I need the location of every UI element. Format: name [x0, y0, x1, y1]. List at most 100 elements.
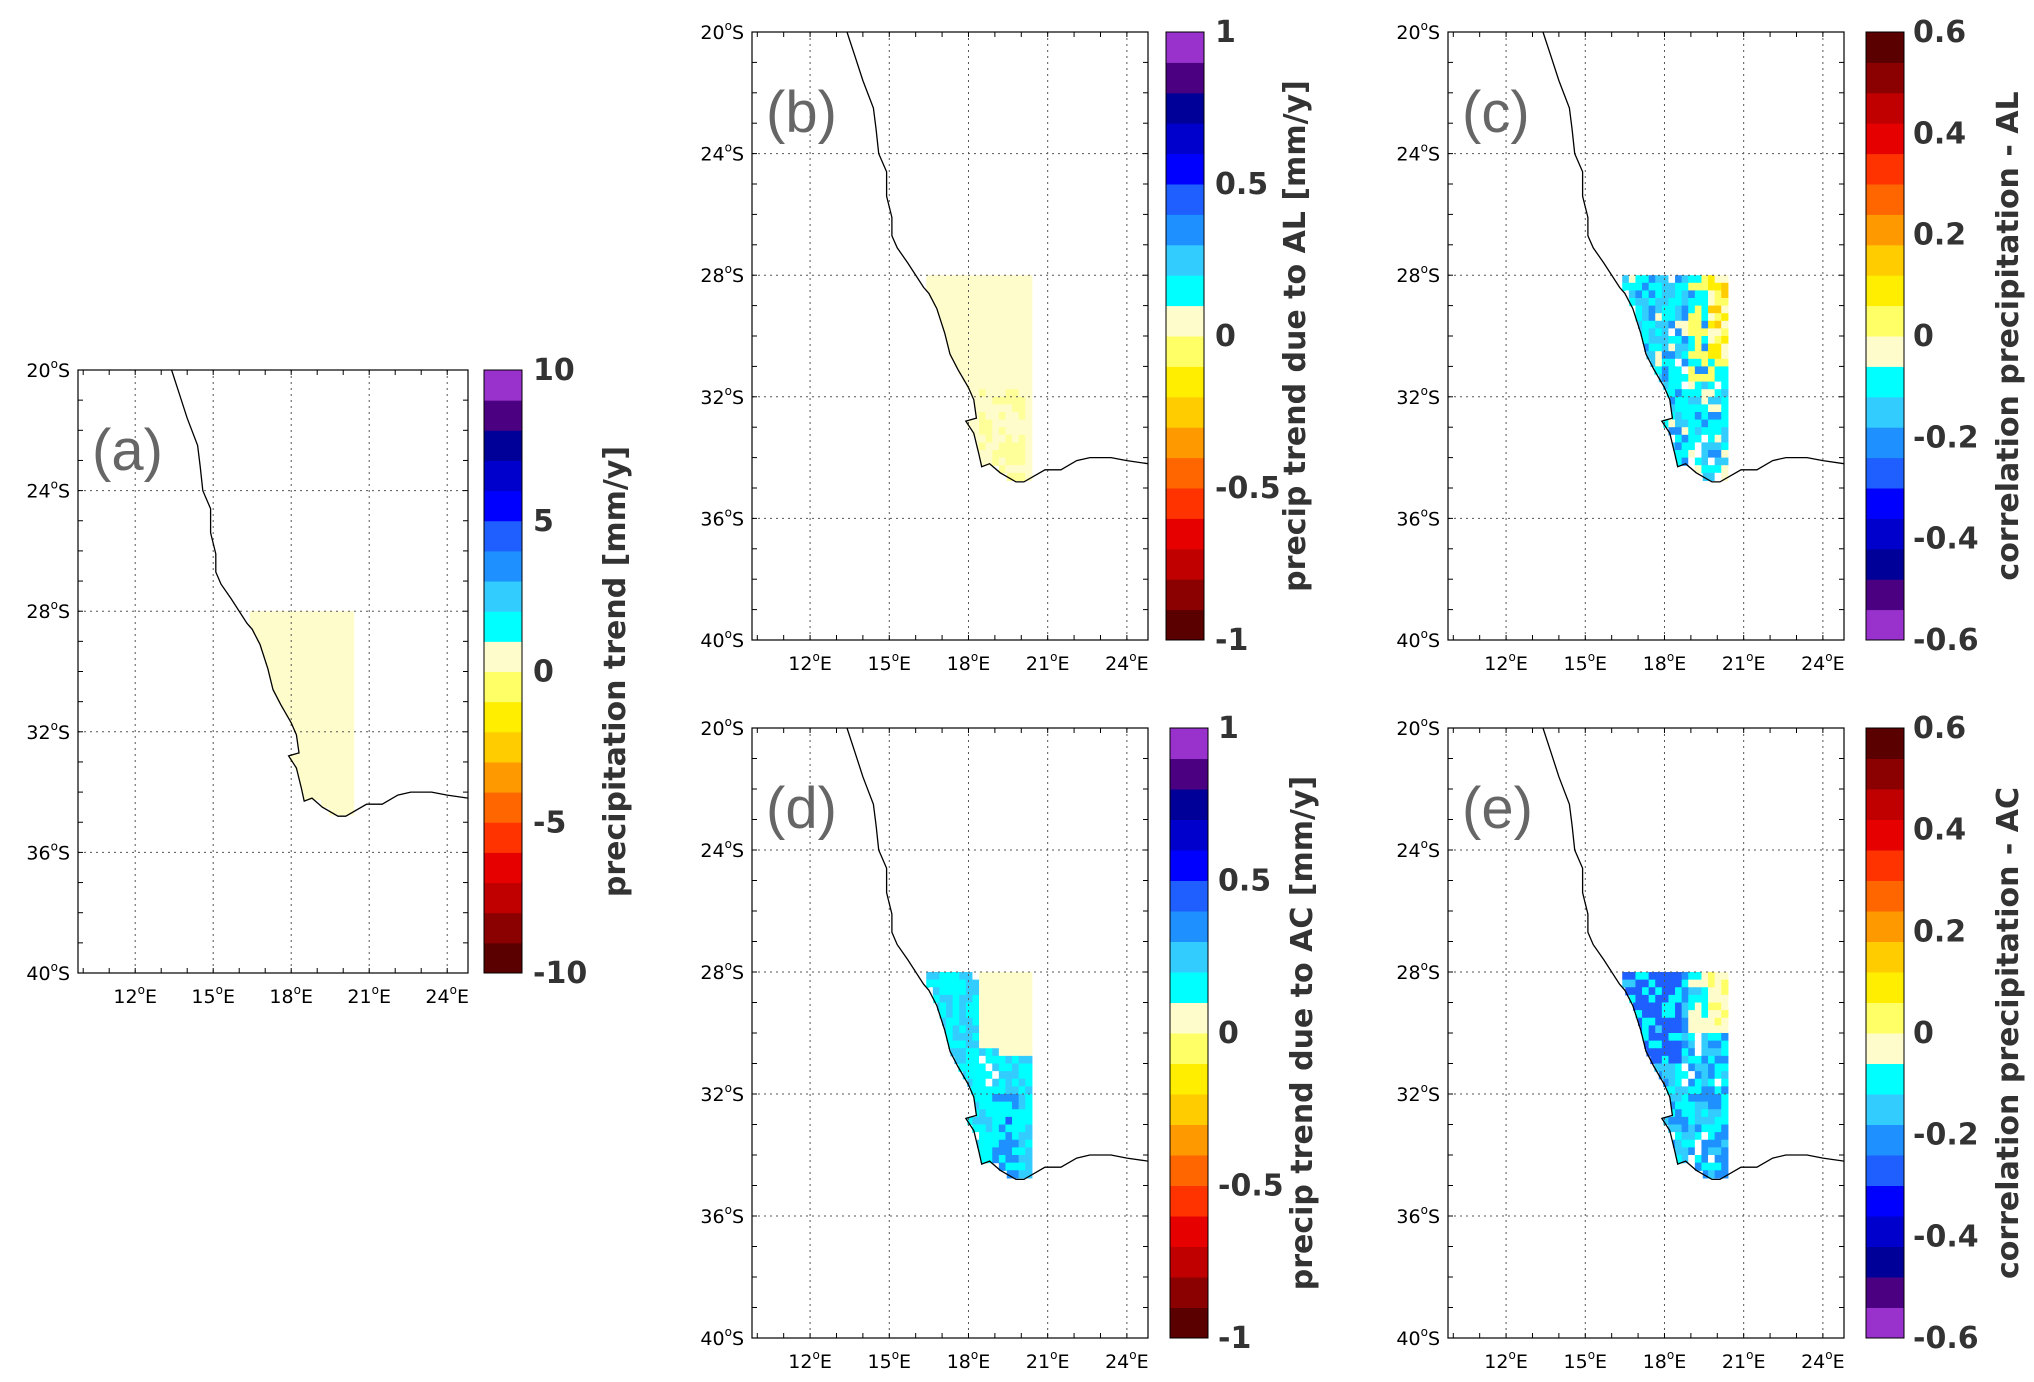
grid-cell — [1708, 396, 1716, 405]
grid-cell — [1628, 290, 1637, 299]
grid-cell — [998, 979, 1007, 988]
grid-cell — [1642, 275, 1650, 284]
grid-cell — [1025, 1094, 1033, 1103]
grid-cell — [992, 412, 1000, 421]
grid-cell — [1005, 290, 1013, 299]
grid-cell — [1701, 1094, 1709, 1103]
grid-cell — [998, 1033, 1007, 1042]
grid-cell — [972, 419, 980, 428]
grid-cell — [998, 994, 1007, 1004]
colorbar-swatch — [1866, 336, 1904, 367]
grid-cell — [1628, 979, 1637, 988]
grid-cell — [1681, 1078, 1689, 1087]
grid-cell — [998, 396, 1007, 405]
grid-cell — [1012, 1040, 1020, 1049]
grid-cell — [1642, 328, 1650, 337]
grid-cell — [1025, 320, 1033, 329]
grid-cell — [260, 641, 264, 650]
grid-cell — [985, 282, 993, 291]
grid-cell — [1668, 343, 1676, 352]
grid-cell — [959, 1048, 967, 1057]
grid-cell — [954, 1055, 960, 1065]
grid-cell — [1721, 313, 1729, 322]
grid-cell — [1655, 275, 1663, 284]
colorbar-tick-label: 0 — [1913, 319, 1934, 354]
grid-cell — [340, 724, 348, 733]
grid-cell — [965, 1055, 974, 1065]
colorbar-swatch — [1866, 123, 1904, 155]
grid-cell — [948, 1040, 954, 1049]
colorbar-title: precipitation trend [mm/y] — [598, 446, 633, 897]
grid-cell — [1714, 374, 1722, 383]
grid-cell — [959, 1063, 967, 1072]
lat-tick-label: 36oS — [1396, 505, 1440, 530]
colorbar-swatch — [1166, 184, 1204, 215]
colorbar-swatch — [1166, 214, 1204, 246]
grid-cell — [1714, 450, 1722, 459]
grid-cell — [1688, 320, 1696, 329]
grid-cell — [1018, 282, 1026, 291]
grid-cell — [1012, 1101, 1020, 1110]
grid-cell — [1625, 290, 1630, 299]
grid-cell — [321, 686, 329, 695]
grid-cell — [1668, 305, 1676, 314]
grid-cell — [1012, 404, 1020, 413]
grid-cell — [1701, 1071, 1709, 1080]
grid-cell — [1018, 1116, 1026, 1126]
grid-cell — [1661, 1071, 1670, 1080]
grid-cell — [1012, 1170, 1020, 1179]
grid-cell — [1688, 1109, 1696, 1118]
grid-cell — [1012, 320, 1020, 329]
grid-cell — [1714, 1055, 1722, 1065]
grid-cell — [1648, 328, 1656, 337]
grid-cell — [952, 1033, 960, 1042]
grid-cell — [1714, 351, 1722, 360]
grid-cell — [314, 784, 322, 793]
grid-cell — [1721, 412, 1729, 421]
grid-cell — [1681, 404, 1689, 413]
grid-cell — [976, 1139, 980, 1148]
grid-cell — [1018, 1162, 1026, 1171]
grid-cell — [1675, 1116, 1683, 1126]
grid-cell — [275, 626, 283, 635]
grid-cell — [992, 427, 1000, 436]
colorbar-swatch — [1866, 1155, 1904, 1186]
grid-cell — [1721, 389, 1729, 398]
grid-cell — [972, 336, 980, 345]
grid-cell — [347, 694, 355, 703]
grid-cell — [959, 313, 967, 322]
grid-cell — [1708, 465, 1716, 474]
grid-cell — [1655, 972, 1663, 981]
grid-cell — [979, 1086, 987, 1095]
grid-cell — [992, 1116, 1000, 1126]
grid-cell — [1661, 1048, 1670, 1057]
grid-cell — [962, 374, 967, 383]
grid-cell — [952, 1010, 960, 1019]
grid-cell — [1694, 1040, 1703, 1049]
grid-cell — [327, 799, 335, 808]
grid-cell — [1714, 275, 1722, 284]
grid-cell — [937, 305, 941, 314]
grid-cell — [1648, 1040, 1656, 1049]
grid-cell — [301, 686, 309, 695]
grid-cell — [1005, 1094, 1013, 1103]
grid-cell — [1025, 1055, 1033, 1065]
grid-cell — [1018, 351, 1026, 360]
grid-cell — [340, 641, 348, 650]
grid-cell — [1672, 1139, 1676, 1148]
grid-cell — [1018, 1025, 1026, 1034]
grid-cell — [1694, 1048, 1703, 1057]
grid-cell — [998, 419, 1007, 428]
grid-cell — [998, 457, 1007, 466]
grid-cell — [979, 450, 987, 459]
grid-cell — [1025, 1010, 1033, 1019]
grid-cell — [1701, 972, 1709, 981]
grid-cell — [1666, 1086, 1670, 1095]
grid-cell — [998, 275, 1007, 284]
colorbar-tick-label: 0.5 — [1218, 864, 1271, 899]
grid-cell — [321, 709, 329, 718]
grid-cell — [1655, 1017, 1663, 1026]
grid-cell — [1694, 351, 1703, 360]
